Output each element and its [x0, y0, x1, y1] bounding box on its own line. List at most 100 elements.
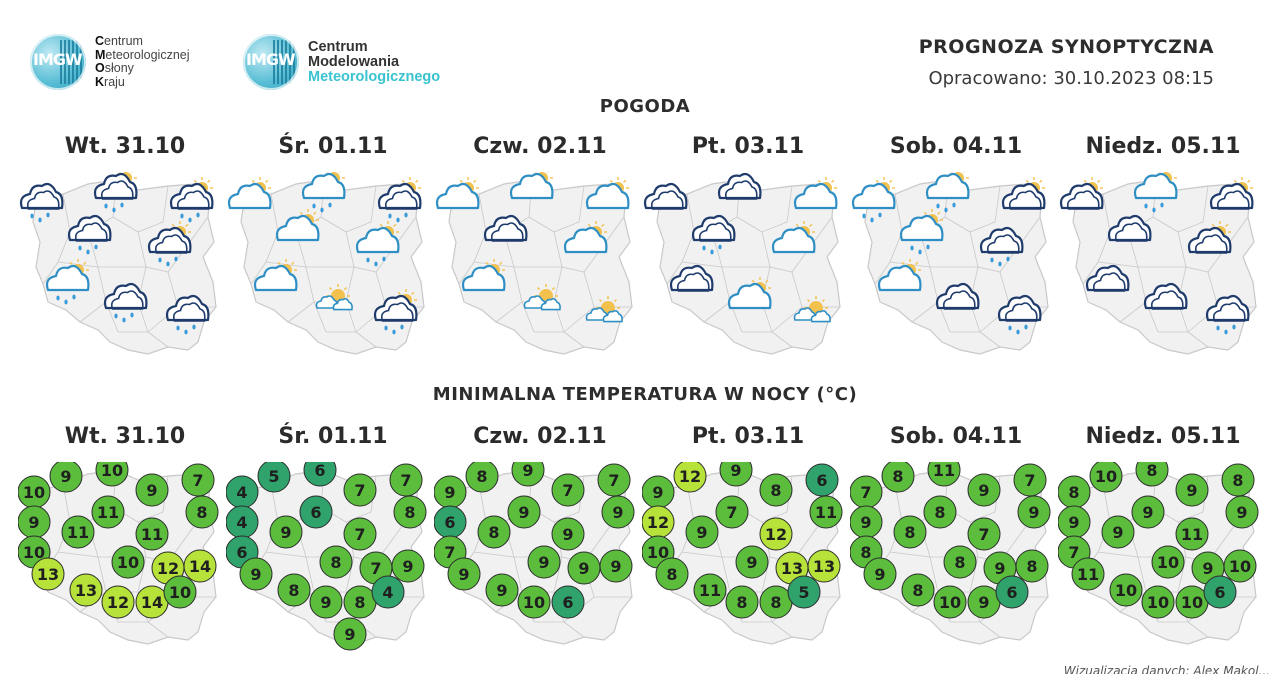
sun-rain-cloud-light-icon [899, 209, 944, 255]
temperature-marker: 9 [434, 475, 467, 509]
cloud-dark-icon [1107, 214, 1152, 242]
temperature-value: 9 [874, 565, 885, 584]
temperature-marker: 5 [257, 462, 291, 493]
temperature-marker: 6 [299, 495, 333, 529]
temperature-value: 9 [1202, 559, 1213, 578]
temperature-marker: 11 [693, 573, 727, 607]
temperature-value: 11 [97, 503, 119, 522]
temperature-marker: 8 [477, 515, 511, 549]
temperature-value: 9 [444, 483, 455, 502]
temperature-value: 7 [1024, 471, 1035, 490]
temperature-value: 7 [562, 481, 573, 500]
temperature-value: 10 [1181, 593, 1203, 612]
weather-section-title: POGODA [599, 96, 691, 117]
temperature-section-title: MINIMALNA TEMPERATURA W NOCY (°C) [432, 384, 858, 405]
document-title: PROGNOZA SYNOPTYCZNA [918, 36, 1214, 58]
weather-day-label: Niedz. 05.11 [1085, 134, 1241, 159]
temperature-marker: 11 [927, 462, 961, 487]
temperature-marker: 10 [95, 462, 129, 487]
weather-map-panel [226, 172, 431, 372]
temperature-value: 7 [978, 525, 989, 544]
temperature-marker: 13 [807, 549, 841, 583]
temperature-value: 7 [726, 503, 737, 522]
temperature-marker: 7 [715, 495, 749, 529]
temperature-day-label: Wt. 31.10 [64, 424, 186, 449]
temperature-marker: 9 [18, 505, 51, 539]
sun-small-clouds-icon [315, 284, 353, 311]
temperature-marker: 9 [1225, 495, 1259, 529]
temperature-marker: 10 [1151, 545, 1185, 579]
temperature-marker: 9 [511, 462, 545, 487]
temperature-marker: 7 [389, 463, 423, 497]
temperature-marker: 12 [101, 585, 135, 619]
temperature-value: 8 [354, 593, 365, 612]
sun-rain-cloud-light-icon [1133, 172, 1178, 213]
temperature-value: 11 [67, 523, 89, 542]
temperature-value: 11 [815, 503, 837, 522]
temperature-value: 9 [860, 513, 871, 532]
temperature-marker: 8 [759, 585, 793, 619]
temperature-value: 11 [1181, 525, 1203, 544]
weather-map-panel [18, 172, 223, 372]
imgw-logo: IMGW Centrum Meteorologicznej Osłony Kra… [30, 32, 190, 92]
weather-map-panel [850, 172, 1055, 372]
temperature-value: 6 [444, 513, 455, 532]
sun-rain-cloud-light-icon [301, 172, 346, 213]
cmm-logo-text: Centrum Modelowania Meteorologicznego [308, 38, 441, 85]
temperature-value: 5 [798, 583, 809, 602]
weather-map-panel [642, 172, 847, 372]
temperature-value: 10 [169, 583, 191, 602]
temperature-marker: 7 [967, 517, 1001, 551]
temperature-value: 9 [994, 559, 1005, 578]
temperature-value: 13 [37, 565, 59, 584]
cloud-dark-icon [1143, 282, 1188, 310]
temperature-value: 7 [370, 559, 381, 578]
temperature-value: 4 [382, 583, 393, 602]
sun-cloud-light-icon [227, 177, 272, 210]
temperature-value: 8 [770, 593, 781, 612]
temperature-value: 11 [699, 581, 721, 600]
temperature-marker: 7 [597, 463, 631, 497]
sun-cloud-light-icon [275, 209, 320, 242]
temperature-value: 9 [562, 525, 573, 544]
rain-cloud-dark-icon [103, 282, 148, 323]
temperature-marker: 12 [642, 505, 675, 539]
temperature-marker: 7 [181, 463, 215, 497]
temperature-value: 14 [189, 557, 211, 576]
temperature-value: 10 [1157, 553, 1179, 572]
temperature-marker: 9 [49, 462, 83, 493]
temperature-value: 4 [236, 483, 247, 502]
temperature-value: 6 [314, 462, 325, 480]
temperature-marker: 11 [61, 515, 95, 549]
rain-cloud-dark-icon [1205, 294, 1250, 335]
sun-cloud-dark-icon [1187, 221, 1232, 254]
temperature-marker: 9 [447, 557, 481, 591]
temperature-value: 6 [816, 471, 827, 490]
temperature-value: 5 [268, 467, 279, 486]
weather-day-label: Pt. 03.11 [691, 134, 805, 159]
temperature-marker: 8 [655, 557, 689, 591]
temperature-value: 8 [736, 593, 747, 612]
temperature-marker: 8 [759, 473, 793, 507]
temperature-value: 8 [330, 553, 341, 572]
temperature-marker: 9 [239, 557, 273, 591]
sun-cloud-dark-icon [1209, 177, 1254, 210]
temperature-value: 10 [1147, 593, 1169, 612]
temperature-marker: 7 [343, 517, 377, 551]
imgw-globe-icon: IMGW [30, 34, 86, 90]
weather-map-panel [434, 172, 639, 372]
temperature-value: 7 [192, 471, 203, 490]
temperature-marker: 9 [507, 495, 541, 529]
sun-rain-cloud-dark-icon [147, 221, 192, 267]
temperature-day-label: Sob. 04.11 [889, 424, 1023, 449]
temperature-value: 7 [1068, 543, 1079, 562]
temperature-map-panel: 8 10 8 9 8 9 9 9 7 9 11 10 11 9 10 10 10 10 6 [1058, 462, 1263, 662]
temperature-marker: 8 [343, 585, 377, 619]
temperature-marker: 10 [111, 545, 145, 579]
sun-small-clouds-icon [523, 284, 561, 311]
temperature-value: 6 [236, 543, 247, 562]
sun-small-clouds-icon [585, 296, 623, 323]
temperature-value: 6 [1006, 583, 1017, 602]
temperature-marker: 10 [1089, 462, 1123, 493]
temperature-marker: 9 [685, 515, 719, 549]
